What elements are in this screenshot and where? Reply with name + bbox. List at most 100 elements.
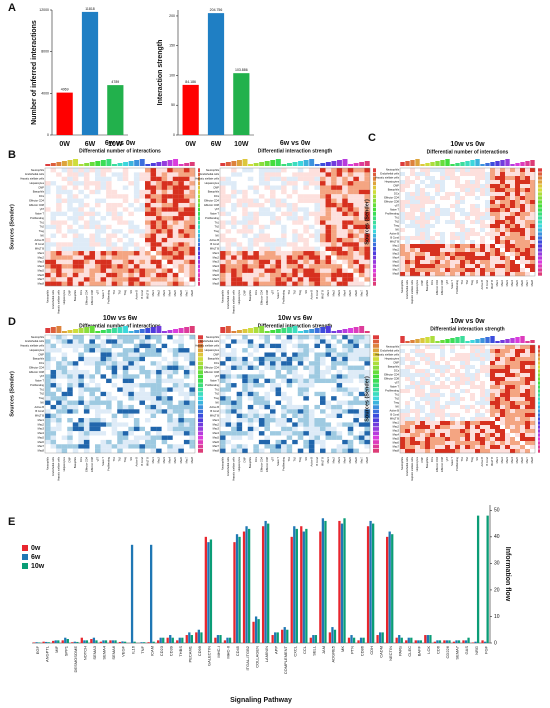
- heatmap-cell: [303, 176, 309, 182]
- heatmap-cell: [275, 435, 282, 440]
- heatmap-cell: [308, 194, 315, 199]
- heatmap-cell: [430, 397, 436, 402]
- heatmap-cell: [83, 422, 90, 427]
- heatmap-cell: [331, 189, 337, 195]
- heatmap-cell: [425, 417, 431, 422]
- heatmap-cell: [342, 439, 348, 445]
- heatmap-cell: [405, 260, 411, 265]
- heatmap-cell: [264, 404, 271, 410]
- heatmap-cell: [50, 348, 57, 353]
- heatmap-cell: [270, 343, 276, 349]
- top-strip: [45, 328, 51, 333]
- heatmap-cell: [156, 413, 162, 419]
- heatmap-cell: [400, 212, 406, 217]
- heatmap-cell: [347, 176, 354, 182]
- heatmap-cell: [242, 391, 248, 397]
- heatmap-cell: [425, 349, 431, 354]
- heatmap-cell: [325, 207, 332, 212]
- heatmap-cell: [405, 345, 411, 350]
- heatmap-cell: [347, 444, 354, 449]
- heatmap-cell: [236, 272, 243, 278]
- heatmap-cell: [297, 439, 304, 445]
- heatmap-cell: [231, 268, 237, 273]
- heatmap-cell: [253, 246, 259, 252]
- col-label: Mac5: [173, 289, 177, 296]
- heatmap-cell: [525, 204, 531, 209]
- heatmap-cell: [425, 393, 431, 398]
- heatmap-cell: [253, 264, 259, 269]
- heatmap-cell: [247, 255, 254, 260]
- heatmap-cell: [445, 236, 451, 241]
- heatmap-cell: [353, 387, 359, 392]
- heatmap-cell: [275, 216, 282, 221]
- heatmap-cell: [314, 181, 321, 186]
- heatmap-cell: [308, 348, 315, 353]
- heatmap-cell: [308, 220, 315, 225]
- row-label: NK: [215, 400, 219, 404]
- heatmap-cell: [415, 192, 421, 197]
- heatmap-cell: [231, 189, 237, 195]
- y-axis-label: Number of inferred interactions: [31, 20, 38, 125]
- heatmap-cell: [264, 242, 271, 247]
- heatmap-cell: [258, 335, 265, 340]
- heatmap-cell: [45, 246, 51, 252]
- value-label: 204.756: [210, 8, 223, 12]
- col-label: Mac4: [343, 456, 347, 463]
- heatmap-cell: [420, 365, 426, 370]
- heatmap-cell: [465, 216, 471, 221]
- heatmap-cell: [430, 433, 436, 438]
- heatmap-cell: [183, 251, 190, 256]
- heatmap-cell: [281, 361, 287, 366]
- heatmap-cell: [145, 361, 151, 366]
- heatmap-cell: [111, 168, 118, 173]
- heatmap-cell: [470, 421, 476, 426]
- heatmap-cell: [445, 421, 451, 426]
- heatmap-cell: [342, 339, 348, 344]
- heatmap-cell: [150, 194, 157, 199]
- heatmap-cell: [167, 418, 173, 423]
- heatmap-cell: [172, 251, 179, 256]
- heatmap-cell: [117, 422, 123, 427]
- heatmap-cell: [281, 246, 287, 252]
- heatmap-cell: [314, 246, 321, 252]
- right-strip: [198, 435, 203, 440]
- col-label: Hepatic stellate cells: [57, 456, 61, 480]
- heatmap-cell: [78, 272, 84, 278]
- heatmap-cell: [83, 448, 90, 454]
- heatmap-cell: [440, 373, 446, 378]
- heatmap-cell: [520, 433, 526, 438]
- heatmap-cell: [61, 207, 68, 212]
- heatmap-cell: [50, 251, 57, 256]
- heatmap-cell: [236, 277, 243, 282]
- heatmap-cell: [225, 356, 232, 362]
- heatmap-cell: [145, 220, 151, 225]
- heatmap-cell: [353, 176, 359, 182]
- heatmap-cell: [172, 435, 179, 440]
- heatmap-cell: [117, 400, 123, 406]
- heatmap-cell: [308, 365, 315, 371]
- heatmap-cell: [264, 224, 271, 230]
- heatmap-cell: [167, 264, 173, 269]
- heatmap-cell: [410, 345, 416, 350]
- heatmap-cell: [72, 281, 79, 287]
- heatmap-cell: [475, 381, 481, 386]
- heatmap-cell: [347, 259, 354, 265]
- heatmap-cell: [247, 233, 254, 239]
- row-label: Effector CD4: [384, 196, 399, 200]
- heatmap-cell: [50, 189, 57, 195]
- heatmap-cell: [400, 385, 406, 390]
- heatmap-cell: [183, 335, 190, 340]
- heatmap-cell: [156, 259, 162, 265]
- heatmap-cell: [320, 272, 326, 278]
- row-label: Mac1: [213, 418, 220, 422]
- heatmap-cell: [440, 445, 446, 450]
- heatmap-cell: [281, 409, 287, 414]
- heatmap-cell: [50, 229, 57, 234]
- right-strip: [373, 238, 376, 242]
- heatmap-cell: [490, 345, 496, 350]
- heatmap-cell: [495, 357, 501, 362]
- heatmap-cell: [100, 383, 107, 388]
- heatmap-cell: [358, 220, 365, 225]
- heatmap-cell: [67, 418, 73, 423]
- heatmap-cell: [89, 176, 96, 182]
